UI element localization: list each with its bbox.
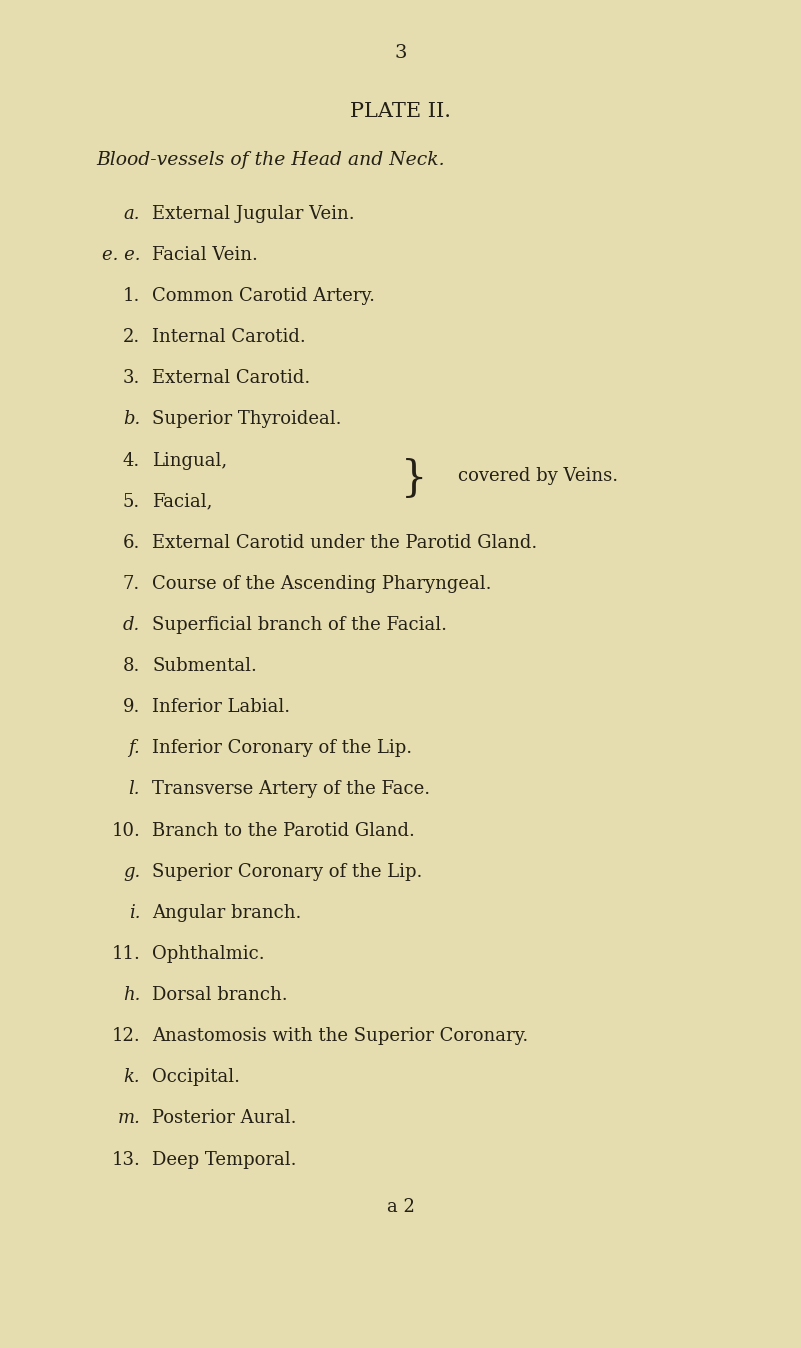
Text: 8.: 8. [123, 658, 140, 675]
Text: Lingual,: Lingual, [152, 452, 227, 469]
Text: l.: l. [129, 780, 140, 798]
Text: d.: d. [123, 616, 140, 634]
Text: Internal Carotid.: Internal Carotid. [152, 329, 306, 346]
Text: Superior Coronary of the Lip.: Superior Coronary of the Lip. [152, 863, 423, 880]
Text: m.: m. [117, 1109, 140, 1127]
Text: g.: g. [123, 863, 140, 880]
Text: Angular branch.: Angular branch. [152, 903, 301, 922]
Text: Posterior Aural.: Posterior Aural. [152, 1109, 296, 1127]
Text: PLATE II.: PLATE II. [350, 102, 451, 121]
Text: Course of the Ascending Pharyngeal.: Course of the Ascending Pharyngeal. [152, 574, 492, 593]
Text: covered by Veins.: covered by Veins. [458, 468, 618, 485]
Text: Transverse Artery of the Face.: Transverse Artery of the Face. [152, 780, 430, 798]
Text: Deep Temporal.: Deep Temporal. [152, 1151, 296, 1169]
Text: 6.: 6. [123, 534, 140, 551]
Text: External Carotid under the Parotid Gland.: External Carotid under the Parotid Gland… [152, 534, 537, 551]
Text: 3: 3 [394, 44, 407, 62]
Text: Superior Thyroideal.: Superior Thyroideal. [152, 410, 342, 429]
Text: 2.: 2. [123, 329, 140, 346]
Text: Branch to the Parotid Gland.: Branch to the Parotid Gland. [152, 822, 415, 840]
Text: Inferior Coronary of the Lip.: Inferior Coronary of the Lip. [152, 739, 413, 758]
Text: e. e.: e. e. [102, 245, 140, 264]
Text: External Jugular Vein.: External Jugular Vein. [152, 205, 355, 222]
Text: External Carotid.: External Carotid. [152, 369, 311, 387]
Text: 3.: 3. [123, 369, 140, 387]
Text: Submental.: Submental. [152, 658, 257, 675]
Text: Facial,: Facial, [152, 493, 212, 511]
Text: }: } [400, 458, 427, 500]
Text: k.: k. [123, 1068, 140, 1086]
Text: 12.: 12. [111, 1027, 140, 1045]
Text: Facial Vein.: Facial Vein. [152, 245, 258, 264]
Text: b.: b. [123, 410, 140, 429]
Text: 5.: 5. [123, 493, 140, 511]
Text: Ophthalmic.: Ophthalmic. [152, 945, 265, 962]
Text: Anastomosis with the Superior Coronary.: Anastomosis with the Superior Coronary. [152, 1027, 529, 1045]
Text: f.: f. [128, 739, 140, 758]
Text: 11.: 11. [111, 945, 140, 962]
Text: Inferior Labial.: Inferior Labial. [152, 698, 290, 716]
Text: Occipital.: Occipital. [152, 1068, 240, 1086]
Text: 7.: 7. [123, 574, 140, 593]
Text: 4.: 4. [123, 452, 140, 469]
Text: i.: i. [129, 903, 140, 922]
Text: a 2: a 2 [387, 1198, 414, 1216]
Text: 10.: 10. [111, 822, 140, 840]
Text: Superficial branch of the Facial.: Superficial branch of the Facial. [152, 616, 447, 634]
Text: 9.: 9. [123, 698, 140, 716]
Text: Dorsal branch.: Dorsal branch. [152, 987, 288, 1004]
Text: Blood-vessels of the Head and Neck.: Blood-vessels of the Head and Neck. [96, 151, 445, 168]
Text: 13.: 13. [111, 1151, 140, 1169]
Text: Common Carotid Artery.: Common Carotid Artery. [152, 287, 375, 305]
Text: a.: a. [123, 205, 140, 222]
Text: h.: h. [123, 987, 140, 1004]
Text: 1.: 1. [123, 287, 140, 305]
